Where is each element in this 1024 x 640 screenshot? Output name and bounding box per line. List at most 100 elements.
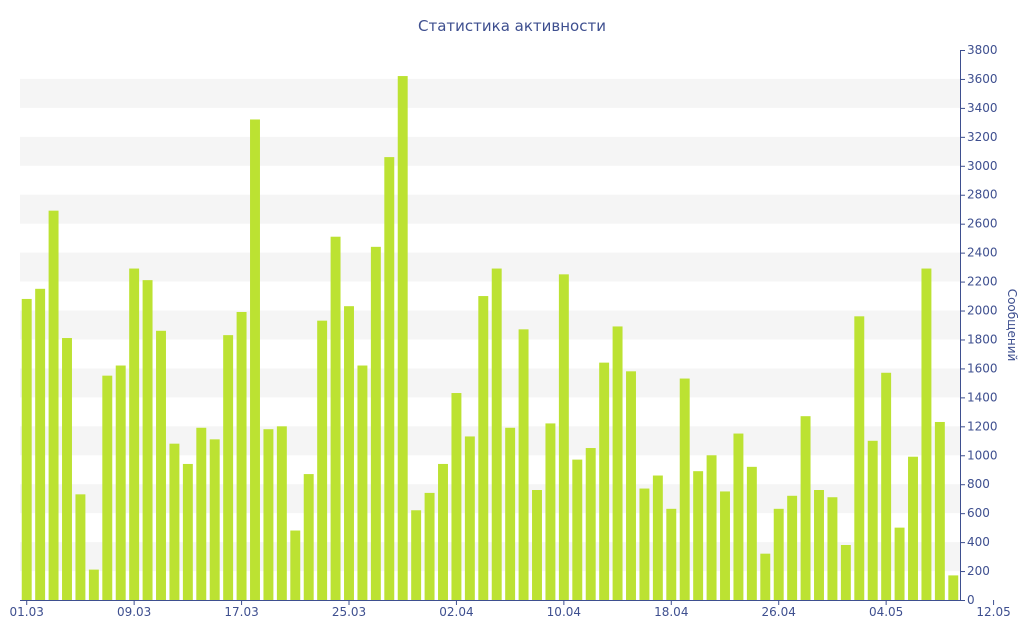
bar bbox=[626, 371, 636, 600]
bar bbox=[585, 448, 596, 600]
bar bbox=[720, 491, 730, 600]
bar bbox=[666, 508, 677, 600]
bar bbox=[706, 455, 717, 600]
bar bbox=[384, 157, 395, 600]
bar bbox=[478, 296, 489, 600]
y-tick-label: 3800 bbox=[967, 43, 998, 57]
bar bbox=[357, 365, 368, 600]
bar bbox=[35, 288, 46, 600]
bar bbox=[639, 488, 650, 600]
bar bbox=[679, 378, 690, 600]
x-tick-label: 09.03 bbox=[117, 605, 151, 619]
bar bbox=[773, 508, 784, 600]
bar bbox=[156, 330, 166, 600]
bar bbox=[814, 490, 824, 600]
bar bbox=[102, 375, 113, 600]
bar bbox=[276, 426, 287, 600]
y-tick-label: 1200 bbox=[967, 419, 998, 433]
bar bbox=[317, 320, 328, 600]
y-tick-label: 2000 bbox=[967, 304, 998, 318]
y-tick-label: 3200 bbox=[967, 130, 998, 144]
bar bbox=[223, 335, 234, 600]
bar bbox=[370, 246, 381, 600]
bar bbox=[921, 268, 932, 600]
bar bbox=[424, 492, 435, 600]
y-tick-label: 2600 bbox=[967, 217, 998, 231]
y-tick-label: 600 bbox=[967, 506, 990, 520]
y-tick-label: 0 bbox=[967, 593, 975, 607]
y-axis-label: Сообщений bbox=[1005, 289, 1019, 362]
y-tick-label: 1800 bbox=[967, 332, 998, 346]
bar bbox=[518, 329, 529, 600]
y-tick-label: 1000 bbox=[967, 448, 998, 462]
bar bbox=[411, 510, 422, 600]
bar bbox=[236, 311, 247, 600]
bar bbox=[182, 463, 193, 600]
bar bbox=[250, 119, 260, 600]
x-tick-label: 25.03 bbox=[332, 605, 366, 619]
chart-title: Статистика активности bbox=[418, 17, 606, 35]
bar bbox=[934, 421, 945, 600]
x-tick-label: 02.04 bbox=[439, 605, 473, 619]
y-tick-label: 800 bbox=[967, 477, 990, 491]
y-tick-label: 3400 bbox=[967, 101, 998, 115]
bar bbox=[558, 274, 569, 600]
bar bbox=[115, 365, 126, 600]
bar bbox=[908, 456, 918, 600]
y-tick-label: 1400 bbox=[967, 390, 998, 404]
bar bbox=[800, 416, 811, 600]
y-tick-label: 400 bbox=[967, 535, 990, 549]
bar bbox=[88, 569, 99, 600]
bar bbox=[290, 530, 301, 600]
bar bbox=[196, 427, 207, 600]
bar bbox=[612, 326, 623, 600]
bar bbox=[75, 494, 86, 600]
y-tick-label: 1600 bbox=[967, 361, 998, 375]
bar bbox=[881, 372, 892, 600]
bar bbox=[894, 527, 905, 600]
bar bbox=[21, 298, 32, 600]
bar bbox=[867, 440, 878, 600]
x-tick-label: 04.05 bbox=[869, 605, 903, 619]
bar bbox=[693, 471, 704, 600]
bar bbox=[62, 338, 72, 600]
bar bbox=[438, 463, 448, 600]
bar bbox=[344, 306, 354, 600]
bar bbox=[733, 433, 744, 600]
x-tick-label: 18.04 bbox=[654, 605, 688, 619]
bar bbox=[142, 280, 153, 600]
bar bbox=[397, 76, 408, 601]
x-tick-label: 17.03 bbox=[224, 605, 258, 619]
grid-band bbox=[20, 194, 960, 224]
bar bbox=[464, 436, 475, 600]
bar bbox=[169, 443, 180, 600]
x-axis: 01.03 09.03 17.03 25.03 02.04 10.04 18.04 26.04… bbox=[10, 600, 1011, 619]
x-tick-label: 26.04 bbox=[762, 605, 796, 619]
grid-band bbox=[20, 136, 960, 166]
x-tick-label: 01.03 bbox=[10, 605, 44, 619]
bar bbox=[532, 490, 542, 600]
bar bbox=[330, 236, 341, 601]
y-tick-label: 2800 bbox=[967, 188, 998, 202]
y-tick-label: 3600 bbox=[967, 72, 998, 86]
bar bbox=[787, 495, 798, 600]
bar bbox=[48, 210, 59, 600]
bar bbox=[572, 459, 583, 600]
x-tick-label: 10.04 bbox=[547, 605, 581, 619]
bar bbox=[854, 316, 865, 600]
y-tick-label: 3000 bbox=[967, 159, 998, 173]
y-tick-label: 2200 bbox=[967, 275, 998, 289]
bar bbox=[746, 466, 757, 600]
y-axis: 0 200 400 600 800 1000 1200 1400 1600 1800 2000 220… bbox=[960, 43, 998, 607]
y-tick-label: 200 bbox=[967, 564, 990, 578]
grid-band bbox=[20, 310, 960, 340]
bar bbox=[451, 393, 462, 600]
grid-band bbox=[20, 78, 960, 108]
bar bbox=[827, 497, 838, 600]
bar bbox=[209, 439, 220, 600]
bar bbox=[129, 268, 140, 600]
bar bbox=[760, 553, 771, 600]
bar bbox=[505, 427, 516, 600]
x-tick-label: 12.05 bbox=[976, 605, 1010, 619]
grid-band bbox=[20, 368, 960, 398]
